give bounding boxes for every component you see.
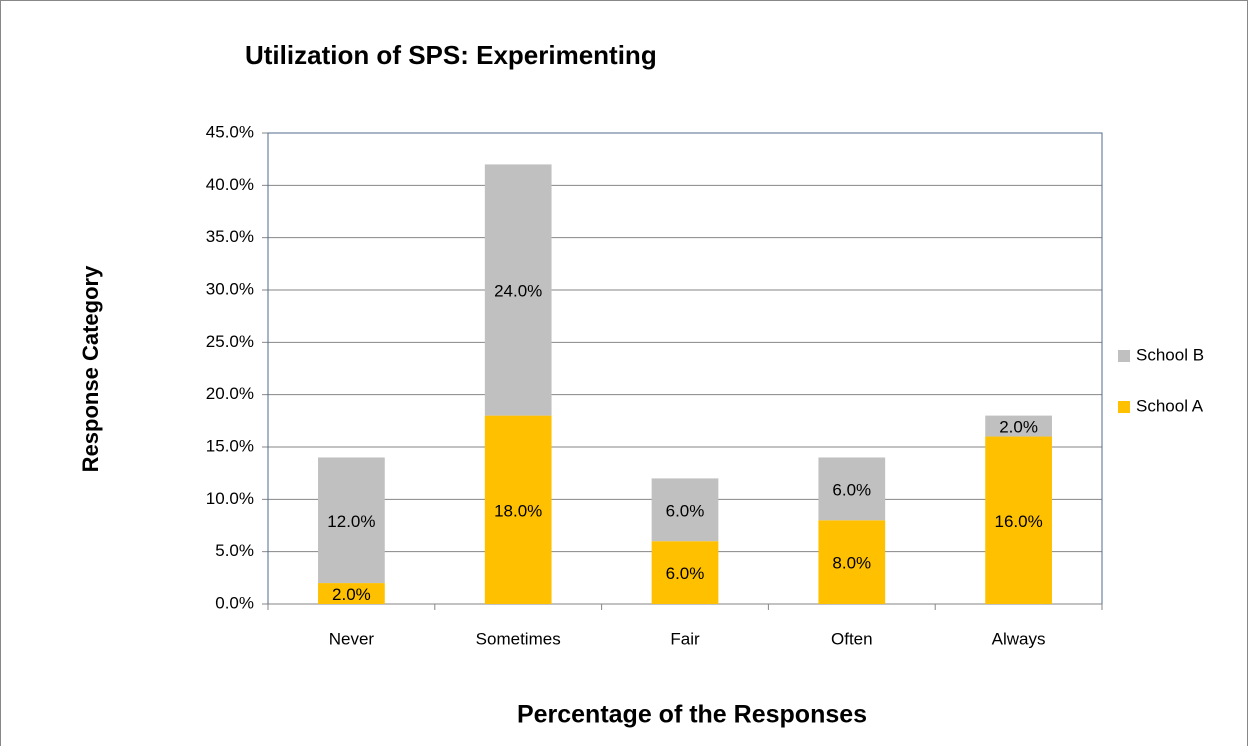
x-tick-label: Fair: [670, 629, 700, 648]
bar-segment: [484, 164, 552, 416]
x-tick-label: Often: [831, 629, 873, 648]
bar-segment: [318, 583, 385, 604]
legend-label: School A: [1136, 396, 1204, 415]
data-label: 8.0%: [832, 554, 871, 573]
data-label: 16.0%: [994, 512, 1042, 531]
y-tick-label: 45.0%: [206, 122, 254, 141]
legend-swatch: [1118, 350, 1130, 362]
data-label: 24.0%: [494, 281, 542, 300]
bar-segment: [318, 457, 385, 584]
y-tick-label: 0.0%: [215, 593, 254, 612]
y-axis-label: Response Category: [78, 265, 103, 472]
bar-segment: [818, 457, 886, 521]
bar-segment: [484, 415, 552, 604]
y-tick-label: 30.0%: [206, 279, 254, 298]
x-tick-label: Sometimes: [476, 629, 561, 648]
chart-title: Utilization of SPS: Experimenting: [245, 40, 657, 70]
y-tick-label: 40.0%: [206, 175, 254, 194]
plot-border: [267, 132, 1103, 604]
data-label: 12.0%: [327, 512, 375, 531]
x-tick-label: Always: [992, 629, 1046, 648]
bar-segment: [985, 436, 1052, 604]
bar-segment: [651, 541, 719, 604]
y-tick-label: 35.0%: [206, 227, 254, 246]
data-label: 2.0%: [332, 585, 371, 604]
bar-segment: [985, 415, 1052, 437]
data-label: 6.0%: [666, 564, 705, 583]
x-tick-label: Never: [329, 629, 375, 648]
x-axis-label: Percentage of the Responses: [517, 701, 867, 729]
data-label: 18.0%: [494, 501, 542, 520]
y-tick-label: 15.0%: [206, 436, 254, 455]
data-label: 2.0%: [999, 418, 1038, 437]
y-tick-label: 5.0%: [215, 541, 254, 560]
bar-segment: [651, 478, 719, 542]
y-tick-label: 20.0%: [206, 384, 254, 403]
legend-label: School B: [1136, 345, 1204, 364]
y-tick-label: 25.0%: [206, 332, 254, 351]
legend-swatch: [1118, 401, 1130, 413]
data-label: 6.0%: [666, 501, 705, 520]
y-tick-label: 10.0%: [206, 489, 254, 508]
bar-segment: [818, 520, 886, 604]
data-label: 6.0%: [832, 480, 871, 499]
